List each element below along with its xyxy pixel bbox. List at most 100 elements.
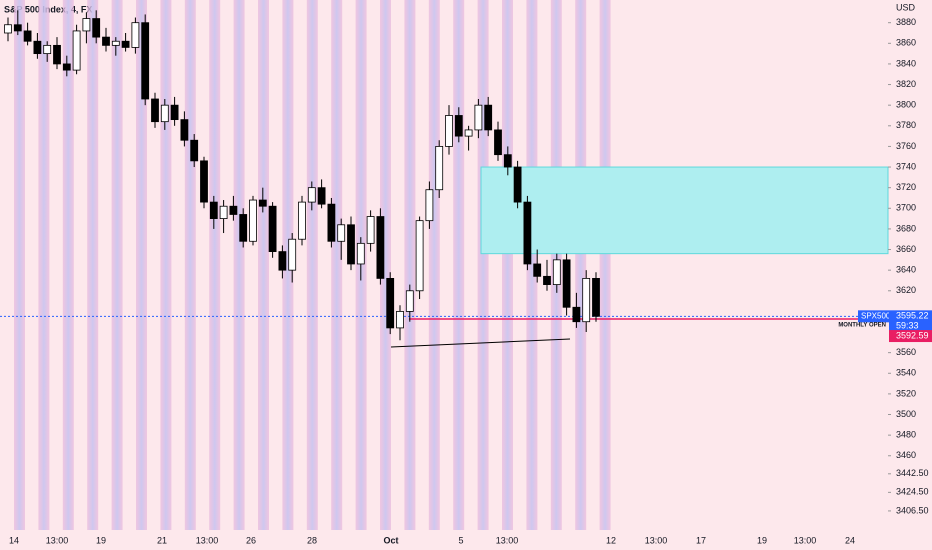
candle-body [356,242,365,265]
candle-body [268,205,277,252]
candle-body [160,104,169,123]
candle-body [533,263,542,277]
x-tick-label: 13:00 [46,535,69,545]
candle-body [425,189,434,222]
x-tick-label: 13:00 [196,535,219,545]
session-stripe [502,0,513,530]
session-stripe [111,0,123,530]
price-tag [889,310,932,333]
candle-body [62,63,71,71]
candle-body [239,214,248,242]
candle-body [141,22,150,100]
y-tick-label: 3520 [896,388,916,398]
y-tick-label: 3480 [896,430,916,440]
y-tick-label: 3540 [896,368,916,378]
candle-body [190,139,199,162]
candle-body [582,278,591,323]
candle-body [229,205,238,215]
candle-body [33,40,42,55]
x-tick-label: 28 [307,535,317,545]
y-tick-label: 3460 [896,450,916,460]
session-stripe [453,0,465,530]
y-tick-label: 3720 [896,182,916,192]
candle-body [111,40,120,46]
candle-body [503,154,512,168]
x-tick-label: 26 [246,535,256,545]
candle-body [592,278,600,317]
session-stripe [233,0,245,530]
countdown: 59:33 [896,321,919,331]
session-stripe [184,0,196,530]
session-stripe [38,0,50,530]
candle-body [327,203,336,242]
x-tick-label: 19 [757,535,767,545]
session-stripe [136,0,147,530]
session-stripe [282,0,294,530]
session-stripe [87,0,99,530]
currency: USD [896,2,916,12]
candle-body [102,36,110,46]
monthly-open-value: 3592.59 [896,330,929,340]
candle-body [288,238,297,271]
session-stripe [477,0,489,530]
candle-body [307,187,316,203]
session-stripe [62,0,74,530]
session-stripe [306,0,318,530]
candle-body [13,24,22,32]
y-tick-label: 3700 [896,203,916,213]
y-tick-label: 3560 [896,347,916,357]
candle-body [278,251,287,271]
candle-body [435,146,444,191]
current-price: 3595.22 [896,311,929,321]
candle-body [562,259,571,308]
session-stripe [160,0,172,530]
y-tick-label: 3680 [896,223,916,233]
candle-body [376,216,385,279]
trend-line [390,338,571,348]
x-tick-label: 13:00 [645,535,668,545]
x-tick-label: 24 [845,535,855,545]
candle-body [219,205,228,219]
candle-body [396,311,404,329]
candle-body [415,220,424,292]
symbol-label: SPX500 [861,311,891,320]
y-tick-label: 3500 [896,409,916,419]
candle-body [552,259,561,285]
y-tick-label: 3620 [896,285,916,295]
candle-body [347,224,355,265]
candle-body [151,98,159,123]
candle-body [209,201,218,219]
session-stripe [380,0,391,530]
session-stripe [14,0,25,530]
candle-body [200,160,208,203]
candle-body [23,30,32,42]
x-tick-label: 13:00 [496,535,519,545]
x-tick-label: Oct [383,535,398,545]
session-stripe [575,0,587,530]
symbol-tag [858,310,889,323]
candle-body [72,30,81,71]
candle-body [82,18,91,32]
candle-body [405,290,414,312]
y-tick-label: 3740 [896,161,916,171]
candle-body [572,306,581,323]
y-tick-label: 3880 [896,17,916,27]
candle-body [92,18,101,38]
session-stripe [526,0,538,530]
x-tick-label: 21 [157,535,167,545]
supply-zone [480,166,889,255]
monthly-open-tag [889,330,932,343]
y-tick-label: 3780 [896,120,916,130]
session-stripe [428,0,440,530]
candle-body [513,166,522,203]
y-tick-label: 3406.50 [896,505,929,515]
y-tick-label: 3860 [896,38,916,48]
y-tick-label: 3800 [896,100,916,110]
candle-body [337,224,346,242]
candle-body [43,44,52,55]
candle-body [386,278,395,329]
y-tick-label: 3820 [896,79,916,89]
candle-body [445,115,453,147]
